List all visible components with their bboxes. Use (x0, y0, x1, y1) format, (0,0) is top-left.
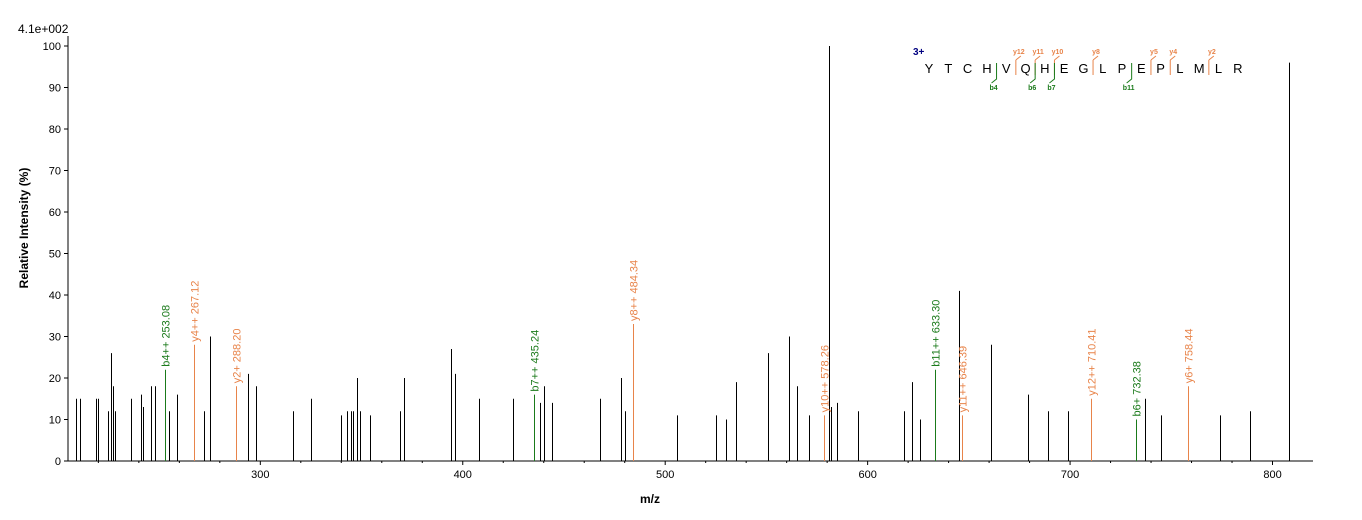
y-axis-title: Relative Intensity (%) (17, 168, 31, 289)
y-ion-label: y12 (1013, 49, 1025, 56)
peak-label: y4++ 267.12 (190, 281, 202, 342)
y-ion-bracket (1053, 55, 1060, 75)
sequence-residue: H (982, 61, 991, 76)
peak-label: y10++ 578.26 (820, 345, 832, 412)
y-ion-label: y8 (1092, 49, 1100, 56)
sequence-residue: P (1118, 61, 1127, 76)
sequence-residue: L (1099, 61, 1106, 76)
peak-label: y2+ 288.20 (232, 329, 244, 384)
y-tick-label: 80 (49, 124, 61, 136)
x-tick-label: 400 (454, 469, 472, 481)
sequence-residue: T (944, 61, 952, 76)
peak-label: y6+ 758.44 (1184, 329, 1196, 384)
y-tick-label: 50 (49, 249, 61, 261)
x-tick-label: 300 (251, 469, 269, 481)
charge-state: 3+ (913, 47, 925, 58)
sequence-residue: Y (925, 61, 934, 76)
y-ion-label: y2 (1208, 49, 1216, 56)
peak-label: y11++ 646.39 (958, 346, 970, 412)
sequence-residue: E (1137, 61, 1146, 76)
sequence-residue: L (1215, 61, 1222, 76)
y-tick-label: 90 (49, 83, 61, 95)
b-ion-label: b7 (1047, 85, 1055, 92)
b-ion-label: b4 (989, 85, 997, 92)
y-ion-label: y4 (1169, 49, 1177, 56)
x-axis-title: m/z (640, 492, 660, 506)
y-ion-label: y10 (1052, 49, 1064, 56)
sequence-residue: Q (1020, 61, 1030, 76)
y-ion-label: y5 (1150, 49, 1158, 56)
b-ion-bracket (1029, 63, 1036, 84)
peaks-layer (76, 46, 1290, 461)
peak-label: b6+ 732.38 (1132, 361, 1144, 416)
y-tick-label: 40 (49, 290, 61, 302)
axes: 0 10 20 30 40 50 60 70 80 90 100 300 400 500 600 700 800 (43, 36, 1313, 481)
b-ion-label: b11 (1123, 85, 1135, 92)
y-tick-label: 30 (49, 332, 61, 344)
peak-label: b4++ 253.08 (161, 305, 173, 367)
y-tick-label: 10 (49, 415, 61, 427)
sequence-residue: E (1060, 61, 1069, 76)
y-tick-label: 0 (55, 456, 61, 468)
y-tick-label: 20 (49, 373, 61, 385)
peak-label: b11++ 633.30 (931, 300, 943, 367)
sequence-residue: V (1002, 61, 1011, 76)
peak-label: y8++ 484.34 (629, 260, 641, 321)
y-tick-label: 70 (49, 166, 61, 178)
peak-label: y12++ 710.41 (1087, 328, 1099, 395)
y-ion-bracket (1208, 55, 1215, 75)
sequence-residue: R (1233, 61, 1242, 76)
y-ion-bracket (1015, 55, 1022, 75)
sequence-residue: M (1194, 61, 1205, 76)
sequence-residue: C (963, 61, 972, 76)
sequence-residue: G (1078, 61, 1088, 76)
annotated-peaks-layer: b4++ 253.08 y4++ 267.12 y2+ 288.20 b7++ 435… (161, 260, 1196, 461)
b-ion-bracket (991, 63, 998, 84)
y-ion-bracket (1092, 55, 1099, 75)
y-ion-label: y11 (1033, 49, 1044, 56)
x-tick-label: 700 (1061, 469, 1079, 481)
b-ion-bracket (1049, 63, 1055, 84)
sequence-residue: H (1040, 61, 1049, 76)
y-ion-bracket (1169, 55, 1176, 75)
sequence-residue: P (1156, 61, 1165, 76)
y-tick-label: 100 (43, 41, 61, 53)
x-tick-label: 800 (1263, 469, 1281, 481)
x-tick-label: 600 (858, 469, 876, 481)
b-ion-label: b6 (1028, 85, 1036, 92)
y-tick-label: 60 (49, 207, 61, 219)
peak-label: b7++ 435.24 (530, 330, 542, 392)
b-ion-bracket (1126, 63, 1133, 84)
sequence-residue: L (1176, 61, 1183, 76)
y-ion-bracket (1150, 55, 1157, 75)
x-tick-label: 500 (656, 469, 674, 481)
scale-label: 4.1e+002 (18, 22, 69, 36)
